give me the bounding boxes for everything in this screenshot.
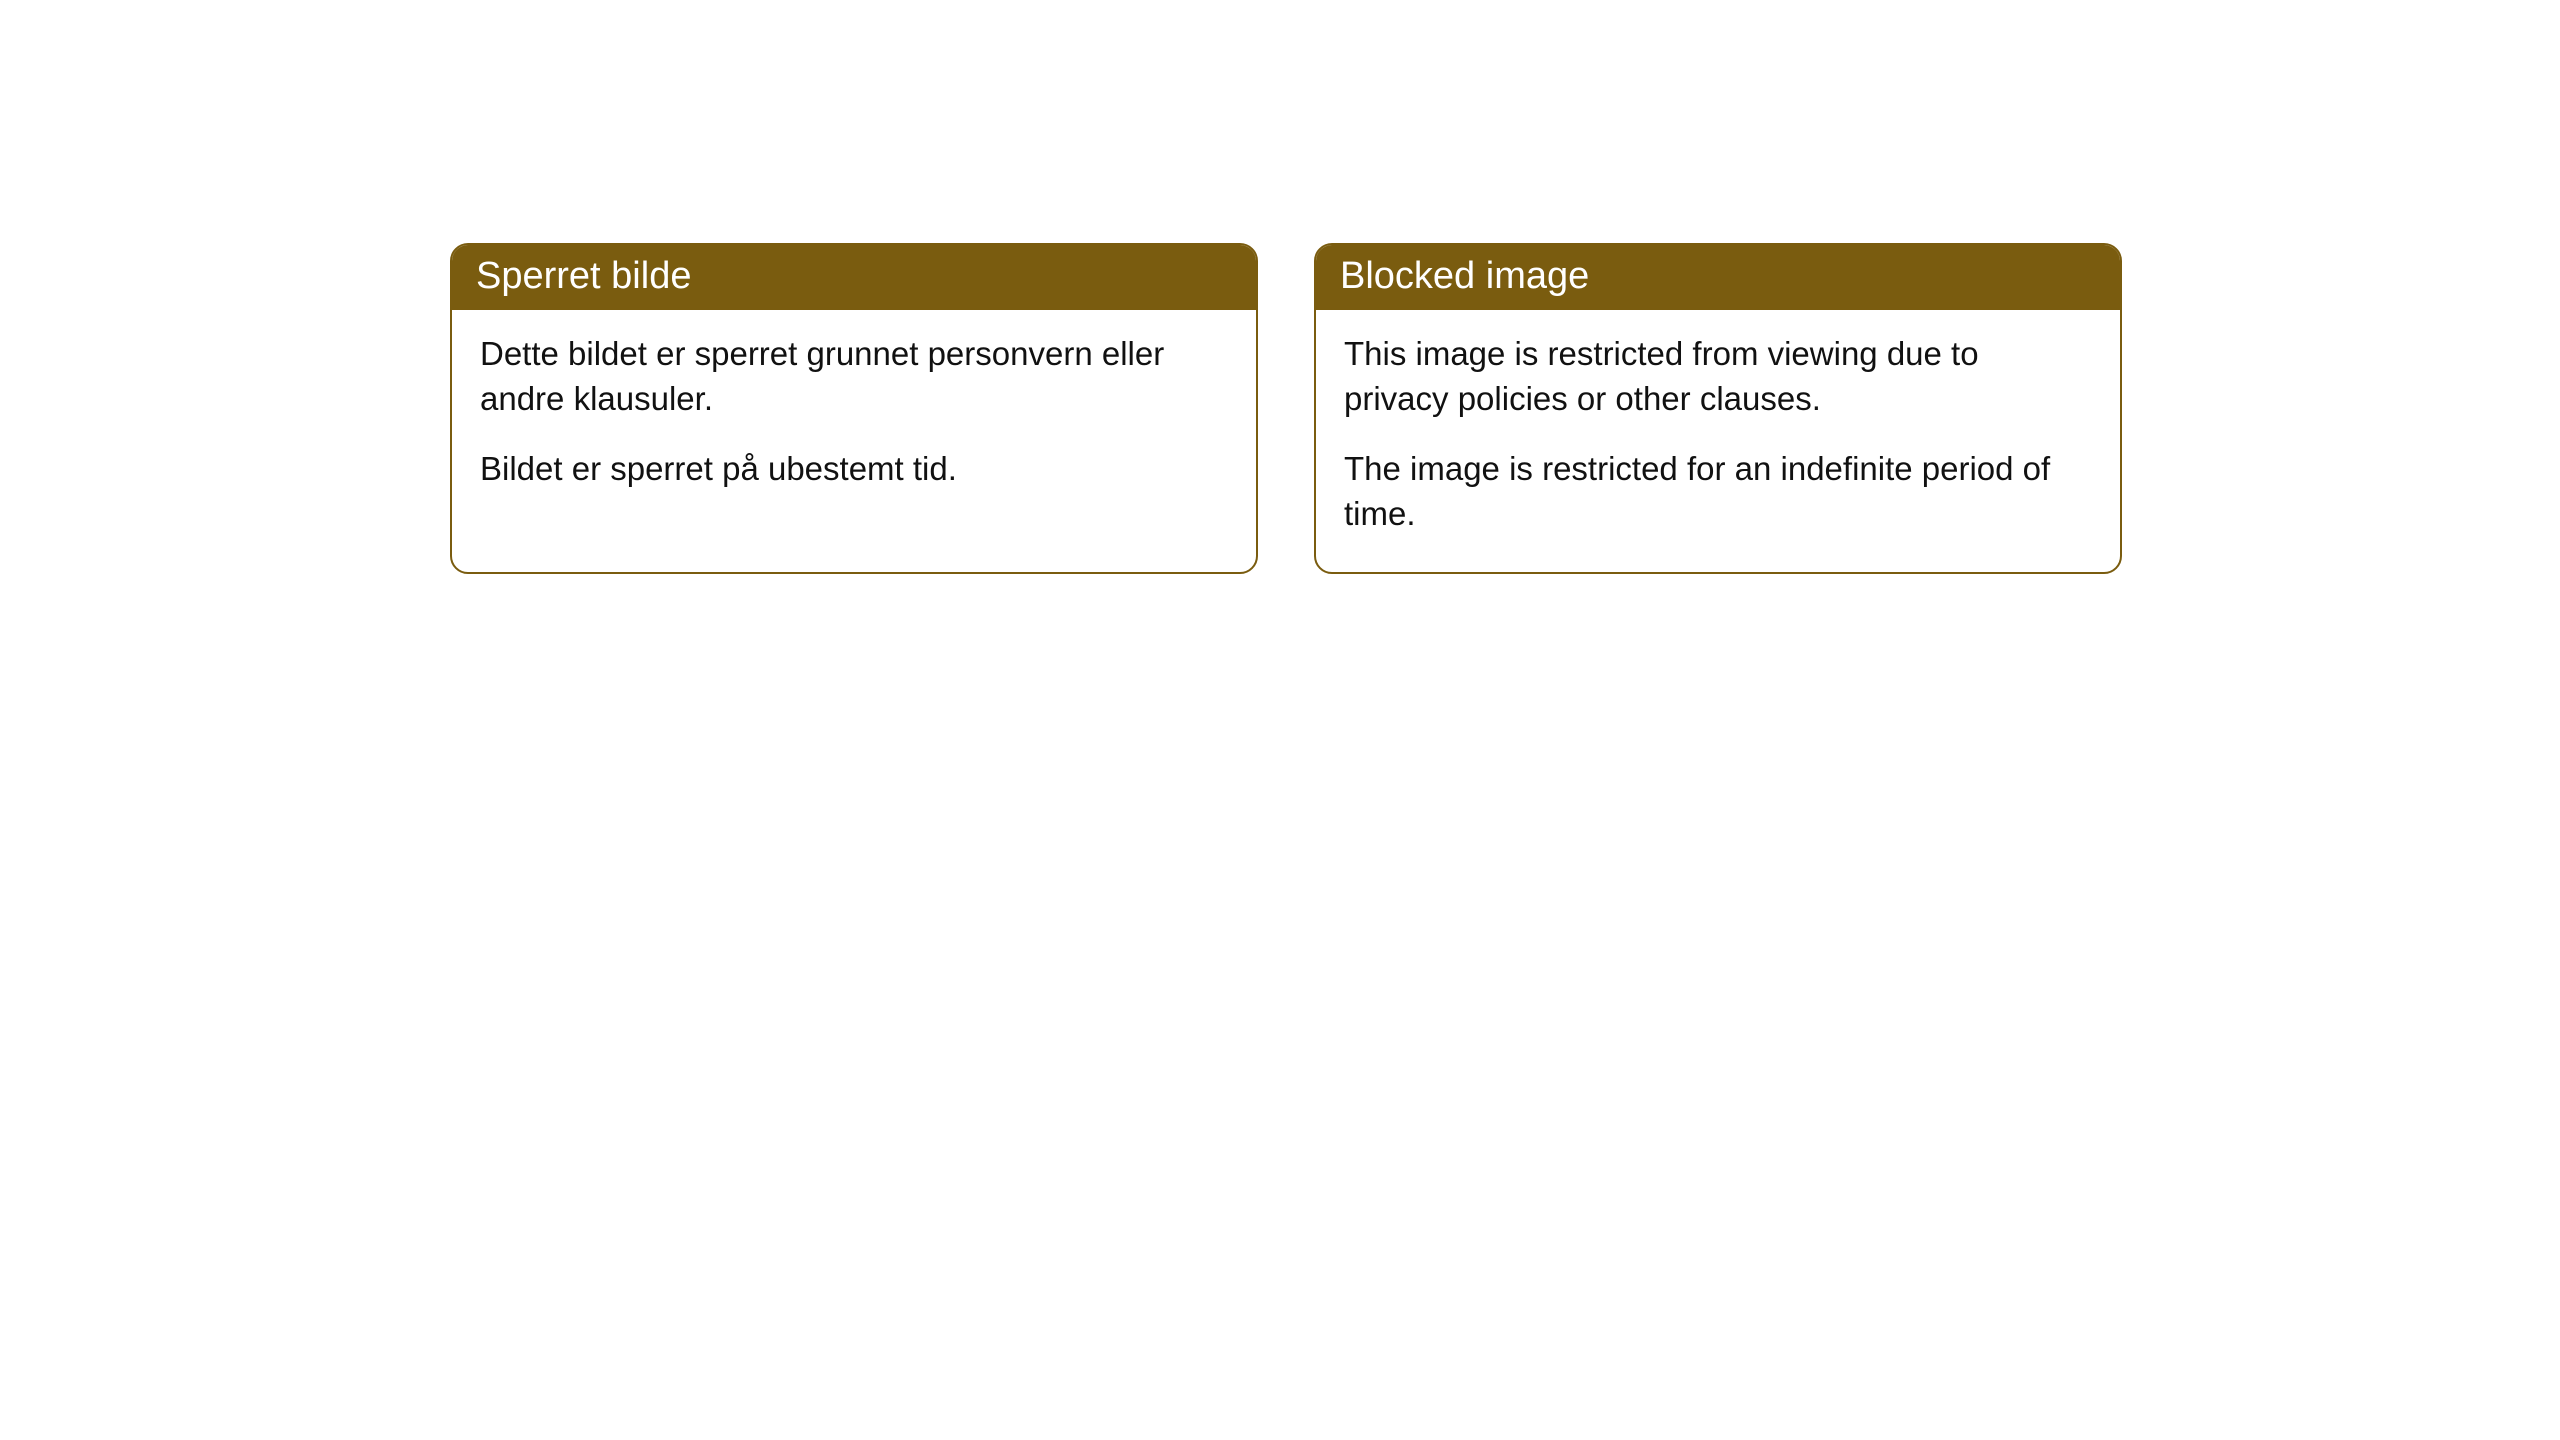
- card-paragraph: This image is restricted from viewing du…: [1344, 332, 2092, 421]
- card-paragraph: Bildet er sperret på ubestemt tid.: [480, 447, 1228, 492]
- notice-card-norwegian: Sperret bilde Dette bildet er sperret gr…: [450, 243, 1258, 574]
- card-paragraph: Dette bildet er sperret grunnet personve…: [480, 332, 1228, 421]
- card-paragraph: The image is restricted for an indefinit…: [1344, 447, 2092, 536]
- card-body: Dette bildet er sperret grunnet personve…: [452, 310, 1256, 528]
- card-body: This image is restricted from viewing du…: [1316, 310, 2120, 572]
- notice-card-english: Blocked image This image is restricted f…: [1314, 243, 2122, 574]
- card-title: Blocked image: [1316, 245, 2120, 310]
- card-title: Sperret bilde: [452, 245, 1256, 310]
- notice-cards-container: Sperret bilde Dette bildet er sperret gr…: [450, 243, 2122, 574]
